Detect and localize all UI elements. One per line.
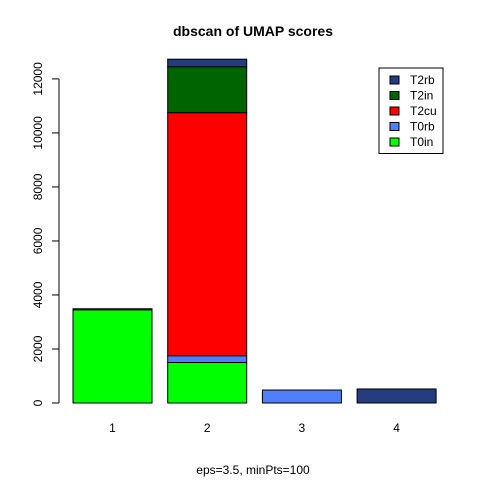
bar-segment (167, 361, 248, 404)
bar-segment (261, 389, 342, 404)
legend-label: T0rb (410, 120, 435, 134)
legend-swatch (389, 122, 400, 131)
x-axis: 1 2 3 4 (109, 421, 400, 435)
legend-swatch (389, 137, 400, 147)
legend-swatch (389, 75, 400, 85)
y-tick-label: 2000 (31, 335, 45, 362)
y-axis: 0 2000 4000 6000 8000 10000 12000 (31, 62, 60, 406)
y-tick-label: 4000 (31, 281, 45, 308)
bar-segment (72, 309, 153, 404)
y-tick-label: 0 (31, 399, 45, 406)
x-tick-label: 1 (109, 421, 116, 435)
x-tick-label: 3 (299, 421, 306, 435)
y-tick-label: 8000 (31, 173, 45, 200)
bar-segment (167, 58, 248, 68)
x-axis-label: eps=3.5, minPts=100 (196, 463, 310, 477)
bar-segment (167, 66, 248, 114)
legend-label: T2in (410, 89, 433, 103)
legend-swatch (389, 91, 400, 100)
bar-segment (356, 388, 437, 404)
y-tick-label: 12000 (31, 62, 45, 96)
legend-label: T2rb (410, 73, 435, 87)
legend-label: T2cu (410, 104, 437, 118)
bars (72, 58, 437, 404)
bar-segment (167, 355, 248, 363)
x-tick-label: 4 (393, 421, 400, 435)
chart-title: dbscan of UMAP scores (173, 23, 333, 39)
bar-segment (167, 112, 248, 357)
y-tick-label: 10000 (31, 116, 45, 150)
legend-swatch (389, 106, 400, 116)
bar-segment (72, 308, 153, 311)
x-tick-label: 2 (204, 421, 211, 435)
legend-label: T0in (410, 135, 433, 149)
y-tick-label: 6000 (31, 227, 45, 254)
